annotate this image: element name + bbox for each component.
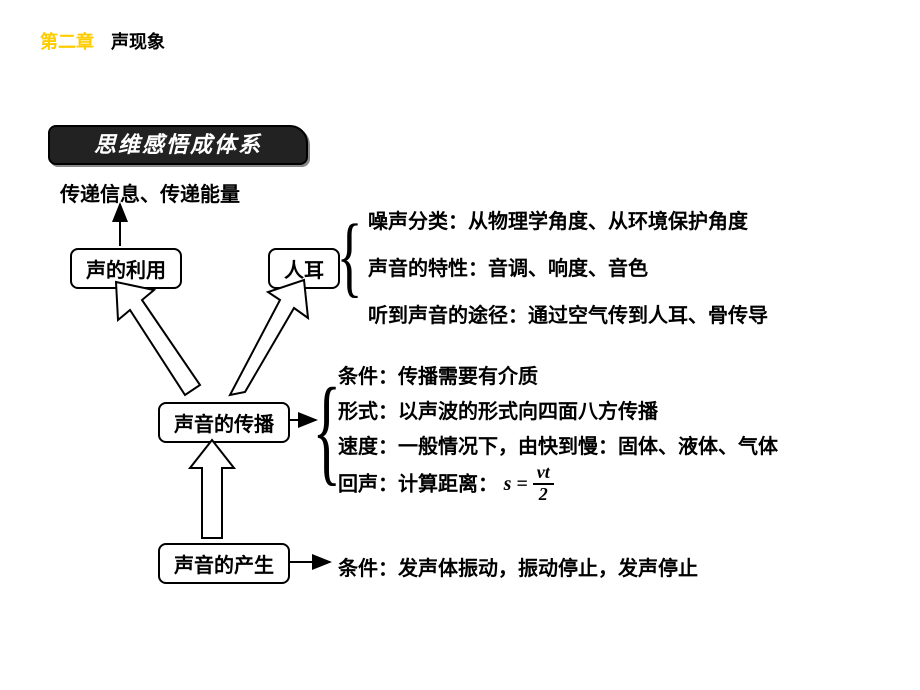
transmit-info-text: 传递信息、传递能量 [60, 178, 240, 207]
echo-eq: = [511, 473, 532, 495]
brace-ear: { [337, 212, 363, 302]
chapter-label: 第二章 [40, 32, 94, 52]
prop-speed-text: 速度：一般情况下，由快到慢：固体、液体、气体 [338, 430, 778, 459]
node-sound-propagation: 声音的传播 [158, 402, 290, 443]
ear-property-text: 声音的特性：音调、响度、音色 [368, 252, 648, 281]
node-sound-use: 声的利用 [70, 248, 182, 289]
ear-noise-text: 噪声分类：从物理学角度、从环境保护角度 [368, 205, 748, 234]
node-sound-production: 声音的产生 [158, 543, 290, 584]
ear-path-text: 听到声音的途径：通过空气传到人耳、骨传导 [368, 299, 768, 328]
echo-prefix: 回声：计算距离： [338, 473, 498, 495]
brace-propagation: { [312, 370, 341, 490]
node-human-ear: 人耳 [268, 248, 340, 289]
arrows-overlay [0, 0, 920, 690]
block-arrow-left [116, 282, 200, 395]
prop-condition-text: 条件：传播需要有介质 [338, 360, 538, 389]
echo-formula: s = vt2 [504, 473, 554, 495]
block-arrow-up [190, 440, 234, 538]
block-arrow-right [230, 280, 308, 395]
production-text: 条件：发声体振动，振动停止，发声停止 [338, 552, 698, 581]
topic-label: 声现象 [111, 32, 165, 52]
page-header: 第二章 声现象 [40, 28, 165, 54]
echo-den: 2 [533, 485, 554, 505]
prop-form-text: 形式：以声波的形式向四面八方传播 [338, 395, 658, 424]
echo-fraction: vt2 [533, 463, 554, 505]
prop-echo-text: 回声：计算距离： s = vt2 [338, 465, 554, 507]
title-banner: 思维感悟成体系 [48, 125, 308, 165]
echo-num: vt [533, 463, 554, 485]
